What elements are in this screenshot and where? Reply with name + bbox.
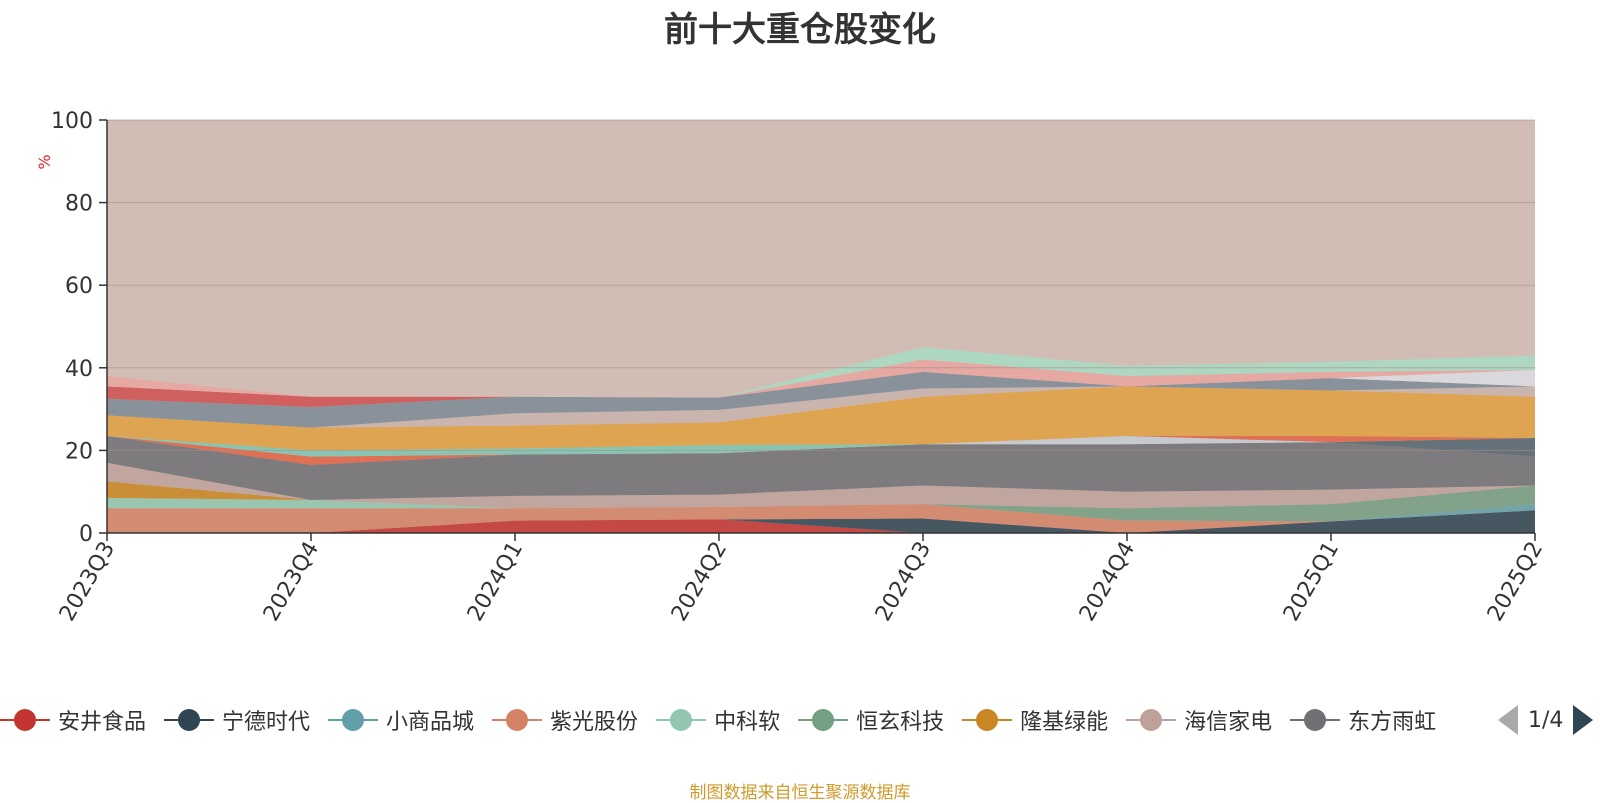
legend-marker-icon [492, 709, 543, 731]
legend-marker-icon [962, 709, 1013, 731]
legend-marker-icon [1290, 709, 1341, 731]
legend-prev-arrow-icon[interactable] [1498, 705, 1518, 735]
y-tick-label: 100 [51, 109, 93, 134]
legend-item[interactable]: 恒玄科技 [798, 700, 944, 740]
y-axis-ticks: 0 20 40 60 80 100 [51, 109, 107, 547]
legend-item[interactable]: 海信家电 [1126, 700, 1272, 740]
y-tick-label: 60 [65, 274, 93, 299]
legend-pager: 1/4 [1498, 700, 1594, 740]
y-tick-label: 0 [79, 522, 93, 547]
y-tick-label: 40 [65, 357, 93, 382]
legend: 安井食品 宁德时代 小商品城 紫光股份 中科软 恒玄科技 隆基绿能 海信家电 东方雨虹 1/4 [0, 700, 1600, 740]
x-tick-label: 2024Q2 [667, 538, 732, 626]
area-series-20 [107, 130, 1535, 398]
legend-item[interactable]: 隆基绿能 [962, 700, 1108, 740]
source-note: 制图数据来自恒生聚源数据库 [689, 783, 911, 803]
x-tick-label: 2024Q1 [463, 538, 528, 626]
legend-marker-icon [164, 709, 215, 731]
legend-marker-icon [1126, 709, 1177, 731]
area-series-3 [107, 504, 1535, 533]
x-tick-label: 2024Q4 [1075, 538, 1140, 626]
legend-label: 恒玄科技 [856, 710, 945, 735]
x-tick-label: 2025Q2 [1483, 538, 1548, 626]
y-axis-unit: % [35, 154, 54, 169]
legend-label: 安井食品 [58, 710, 147, 735]
legend-next-arrow-icon[interactable] [1573, 705, 1594, 735]
x-tick-label: 2025Q1 [1279, 538, 1344, 626]
x-tick-label: 2023Q3 [55, 538, 120, 626]
legend-marker-icon [328, 709, 379, 731]
x-tick-label: 2024Q3 [871, 538, 936, 626]
y-tick-label: 20 [65, 439, 93, 464]
area-series [107, 130, 1535, 533]
grid-lines [107, 119, 1535, 451]
area-series-12 [107, 435, 1535, 457]
legend-item[interactable]: 宁德时代 [164, 700, 310, 740]
legend-item[interactable]: 小商品城 [328, 700, 474, 740]
legend-item[interactable]: 东方雨虹 [1290, 700, 1436, 740]
area-series-17 [107, 369, 1535, 408]
legend-label: 小商品城 [386, 710, 475, 735]
axes [106, 120, 1535, 534]
y-tick-label: 80 [65, 192, 93, 217]
legend-item[interactable]: 安井食品 [0, 700, 146, 740]
legend-label: 中科软 [714, 710, 781, 735]
legend-item[interactable]: 紫光股份 [492, 700, 638, 740]
chart-title: 前十大重仓股变化 [664, 10, 936, 50]
legend-label: 海信家电 [1184, 710, 1273, 735]
area-series-11 [107, 435, 1535, 465]
legend-item[interactable]: 中科软 [656, 700, 780, 740]
area-series-15 [107, 371, 1535, 428]
area-series-8 [107, 435, 1535, 500]
x-axis-ticks: 2023Q3 2023Q4 2024Q1 2024Q2 2024Q3 2024Q4 2025… [55, 533, 1548, 626]
legend-items: 安井食品 宁德时代 小商品城 紫光股份 中科软 恒玄科技 隆基绿能 海信家电 东方雨虹 [0, 700, 1482, 740]
area-series-13 [107, 386, 1535, 451]
area-series-18 [107, 359, 1535, 398]
x-tick-label: 2023Q4 [259, 538, 324, 626]
legend-marker-icon [0, 709, 50, 731]
legend-label: 隆基绿能 [1020, 710, 1109, 735]
area-series-1 [107, 510, 1535, 533]
legend-label: 紫光股份 [550, 710, 639, 735]
area-series-4 [107, 497, 1535, 522]
legend-label: 宁德时代 [222, 710, 311, 735]
area-series-14 [107, 386, 1535, 428]
area-series-10 [107, 435, 1535, 465]
legend-marker-icon [798, 709, 849, 731]
legend-page-indicator: 1/4 [1528, 707, 1564, 733]
legend-marker-icon [656, 709, 707, 731]
area-series-5 [107, 485, 1535, 522]
legend-label: 东方雨虹 [1348, 710, 1437, 735]
area-series-19 [107, 347, 1535, 398]
